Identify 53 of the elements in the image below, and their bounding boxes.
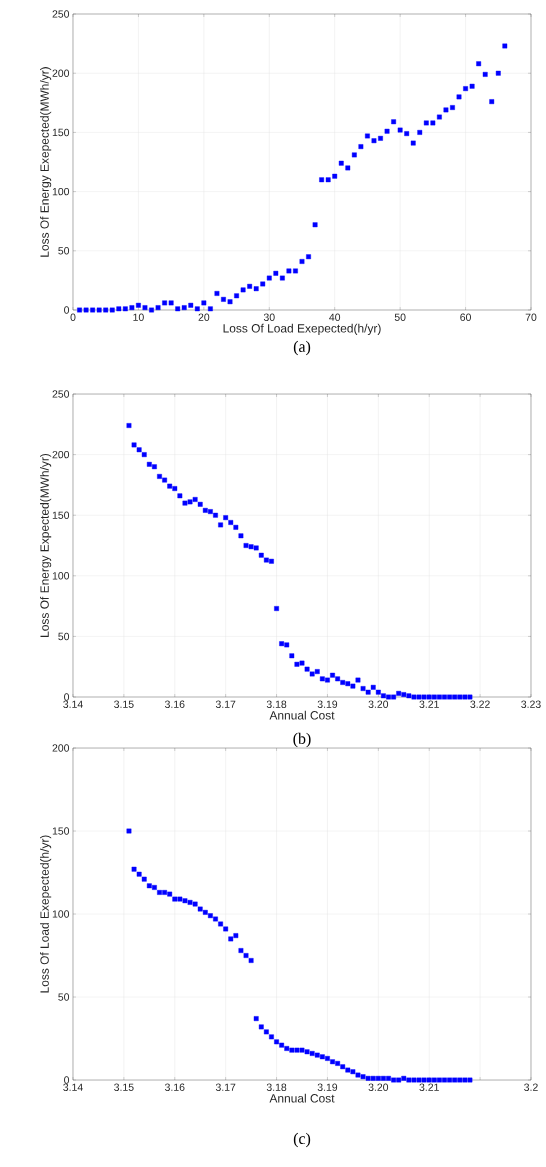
y-tick-label: 100 [52, 187, 70, 196]
y-axis-title: Loss Of Energy Expected(MWh/yr) [40, 453, 52, 637]
x-tick-label: 3.14 [63, 1083, 83, 1091]
y-tick-label: 0 [64, 1076, 70, 1084]
y-axis-title: Loss Of Load Exepected(h/yr) [40, 835, 52, 993]
x-axis-title: Loss Of Load Exepected(h/yr) [223, 323, 381, 335]
x-tick-label: 3.23 [521, 700, 541, 708]
x-tick-label: 3.17 [215, 700, 236, 708]
x-tick-label: 10 [133, 313, 144, 321]
x-tick-label: 3.15 [114, 700, 134, 708]
x-tick-label: 3.21 [419, 700, 439, 708]
x-tick-label: 3.18 [266, 1083, 287, 1091]
x-tick-label: 3.20 [368, 700, 389, 708]
x-tick-label: 3.22 [470, 700, 490, 708]
y-tick-label: 50 [58, 993, 70, 1001]
y-tick-label: 250 [52, 10, 70, 18]
y-tick-label: 200 [52, 744, 70, 752]
y-tick-label: 250 [52, 390, 70, 398]
x-tick-label: 3.2 [524, 1083, 538, 1091]
text: (c) [293, 1132, 311, 1148]
x-tick-label: 50 [394, 313, 406, 321]
y-tick-label: 50 [58, 247, 70, 255]
y-tick-label: 100 [52, 910, 70, 918]
x-tick-label: 70 [525, 313, 537, 321]
x-tick-label: 3.15 [114, 1083, 134, 1091]
y-tick-label: 200 [52, 450, 70, 459]
x-tick-label: 60 [460, 313, 471, 321]
text: (b) [293, 732, 311, 748]
x-tick-label: 20 [198, 313, 210, 321]
x-tick-label: 3.18 [266, 700, 287, 708]
x-tick-label: 3.17 [215, 1083, 236, 1091]
x-axis-title: Annual Cost [269, 710, 335, 720]
y-tick-label: 0 [64, 306, 70, 314]
y-tick-label: 100 [52, 572, 70, 580]
x-tick-label: 40 [329, 313, 341, 321]
x-tick-label: 3.20 [368, 1083, 389, 1091]
text: (a) [293, 340, 311, 356]
y-tick-label: 200 [52, 69, 70, 77]
x-tick-label: 3.16 [164, 700, 185, 708]
y-tick-label: 50 [58, 632, 70, 641]
x-tick-label: 30 [263, 313, 275, 321]
x-tick-label: 0 [70, 313, 76, 321]
x-axis-title: Annual Cost [269, 1093, 335, 1103]
x-tick-label: 3.16 [164, 1083, 185, 1091]
y-tick-label: 150 [52, 128, 70, 137]
y-tick-label: 0 [64, 693, 70, 701]
x-tick-label: 3.19 [317, 1083, 338, 1091]
y-tick-label: 150 [52, 827, 70, 835]
x-tick-label: 3.19 [317, 700, 338, 708]
y-axis-title: Loss Of Energy Exepected(MWh/yr) [40, 67, 52, 257]
x-tick-label: 3.14 [63, 700, 83, 708]
y-tick-label: 150 [52, 511, 70, 519]
x-tick-label: 3.21 [419, 1083, 439, 1091]
